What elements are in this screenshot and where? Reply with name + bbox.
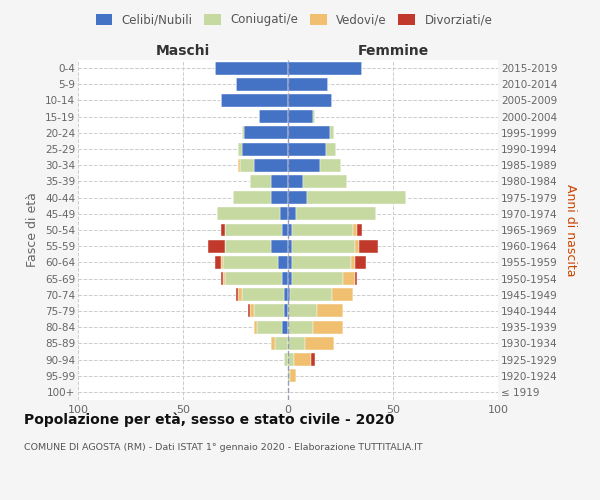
Bar [288, 110, 313, 123]
Bar [313, 110, 316, 123]
Bar [288, 353, 295, 366]
Bar [313, 320, 343, 334]
Bar [355, 256, 366, 269]
Bar [223, 256, 277, 269]
Bar [244, 126, 288, 140]
Bar [288, 159, 320, 172]
Bar [271, 240, 288, 252]
Bar [292, 240, 355, 252]
Bar [296, 208, 376, 220]
Bar [359, 240, 379, 252]
Bar [254, 159, 288, 172]
Bar [288, 94, 332, 107]
Text: Popolazione per età, sesso e stato civile - 2020: Popolazione per età, sesso e stato civil… [24, 412, 394, 427]
Bar [292, 224, 353, 236]
Bar [288, 320, 313, 334]
Bar [248, 304, 250, 318]
Text: COMUNE DI AGOSTA (RM) - Dati ISTAT 1° gennaio 2020 - Elaborazione TUTTITALIA.IT: COMUNE DI AGOSTA (RM) - Dati ISTAT 1° ge… [24, 442, 422, 452]
Legend: Celibi/Nubili, Coniugati/e, Vedovi/e, Divorziati/e: Celibi/Nubili, Coniugati/e, Vedovi/e, Di… [95, 14, 493, 26]
Bar [288, 191, 307, 204]
Bar [250, 304, 254, 318]
Bar [225, 224, 282, 236]
Bar [242, 142, 288, 156]
Bar [235, 78, 288, 91]
Bar [235, 288, 238, 301]
Bar [238, 142, 242, 156]
Bar [284, 353, 288, 366]
Bar [282, 320, 288, 334]
Bar [233, 191, 271, 204]
Bar [351, 256, 355, 269]
Bar [355, 240, 359, 252]
Bar [254, 320, 257, 334]
Bar [280, 208, 288, 220]
Bar [223, 272, 225, 285]
Bar [257, 320, 282, 334]
Bar [225, 240, 271, 252]
Bar [215, 62, 288, 74]
Bar [303, 175, 347, 188]
Bar [288, 62, 361, 74]
Bar [288, 304, 317, 318]
Bar [288, 224, 292, 236]
Bar [288, 337, 305, 350]
Bar [311, 353, 316, 366]
Bar [330, 126, 334, 140]
Bar [358, 224, 361, 236]
Bar [221, 94, 288, 107]
Bar [238, 159, 240, 172]
Bar [353, 224, 358, 236]
Bar [290, 288, 332, 301]
Bar [355, 272, 358, 285]
Bar [277, 256, 288, 269]
Bar [282, 224, 288, 236]
Bar [320, 159, 341, 172]
Bar [225, 272, 282, 285]
Bar [282, 272, 288, 285]
Bar [288, 288, 290, 301]
Bar [259, 110, 288, 123]
Bar [271, 337, 275, 350]
Bar [240, 159, 254, 172]
Bar [288, 256, 292, 269]
Text: Femmine: Femmine [358, 44, 428, 59]
Bar [307, 191, 406, 204]
Bar [254, 304, 284, 318]
Bar [288, 126, 330, 140]
Bar [221, 224, 225, 236]
Bar [317, 304, 343, 318]
Bar [288, 240, 292, 252]
Bar [288, 272, 292, 285]
Bar [271, 191, 288, 204]
Bar [221, 272, 223, 285]
Bar [284, 288, 288, 301]
Y-axis label: Fasce di età: Fasce di età [26, 192, 40, 268]
Bar [208, 240, 225, 252]
Text: Maschi: Maschi [156, 44, 210, 59]
Bar [288, 78, 328, 91]
Bar [250, 175, 271, 188]
Bar [290, 369, 296, 382]
Bar [215, 256, 221, 269]
Bar [271, 175, 288, 188]
Bar [288, 175, 303, 188]
Bar [292, 256, 351, 269]
Bar [221, 256, 223, 269]
Bar [292, 272, 343, 285]
Bar [305, 337, 334, 350]
Bar [288, 142, 326, 156]
Bar [326, 142, 337, 156]
Bar [242, 126, 244, 140]
Bar [343, 272, 355, 285]
Bar [295, 353, 311, 366]
Bar [275, 337, 288, 350]
Bar [332, 288, 353, 301]
Bar [288, 208, 296, 220]
Bar [288, 369, 290, 382]
Bar [284, 304, 288, 318]
Y-axis label: Anni di nascita: Anni di nascita [564, 184, 577, 276]
Bar [238, 288, 242, 301]
Bar [242, 288, 284, 301]
Bar [217, 208, 280, 220]
